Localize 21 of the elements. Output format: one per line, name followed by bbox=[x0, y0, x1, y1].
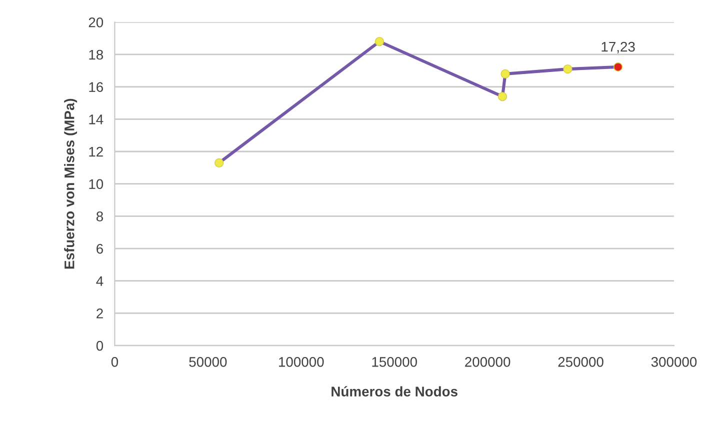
y-tick-label: 10 bbox=[89, 179, 104, 190]
y-tick-label: 20 bbox=[88, 17, 104, 28]
y-tick-label: 18 bbox=[89, 50, 104, 60]
y-tick-label: 16 bbox=[89, 82, 103, 92]
y-tick-label: 2 bbox=[96, 308, 103, 318]
x-tick-label: 150000 bbox=[372, 357, 417, 367]
x-tick-label: 50000 bbox=[189, 357, 227, 367]
x-tick-label: 200000 bbox=[465, 357, 510, 367]
y-tick-label: 12 bbox=[89, 146, 103, 157]
y-tick-label: 14 bbox=[89, 114, 104, 124]
data-label: 17,23 bbox=[602, 42, 635, 54]
x-axis-title: Números de Nodos bbox=[332, 386, 458, 396]
x-tick-label: 300000 bbox=[651, 357, 697, 367]
y-tick-label: 4 bbox=[96, 276, 104, 286]
y-tick-label: 0 bbox=[96, 340, 104, 351]
y-axis-title: Esfuerzo von Mises (MPa) bbox=[64, 98, 78, 269]
x-tick-label: 0 bbox=[111, 357, 118, 367]
x-tick-label: 250000 bbox=[558, 357, 604, 367]
y-tick-label: 6 bbox=[96, 244, 103, 254]
x-tick-label: 100000 bbox=[279, 357, 324, 367]
y-tick-label: 8 bbox=[96, 212, 104, 222]
